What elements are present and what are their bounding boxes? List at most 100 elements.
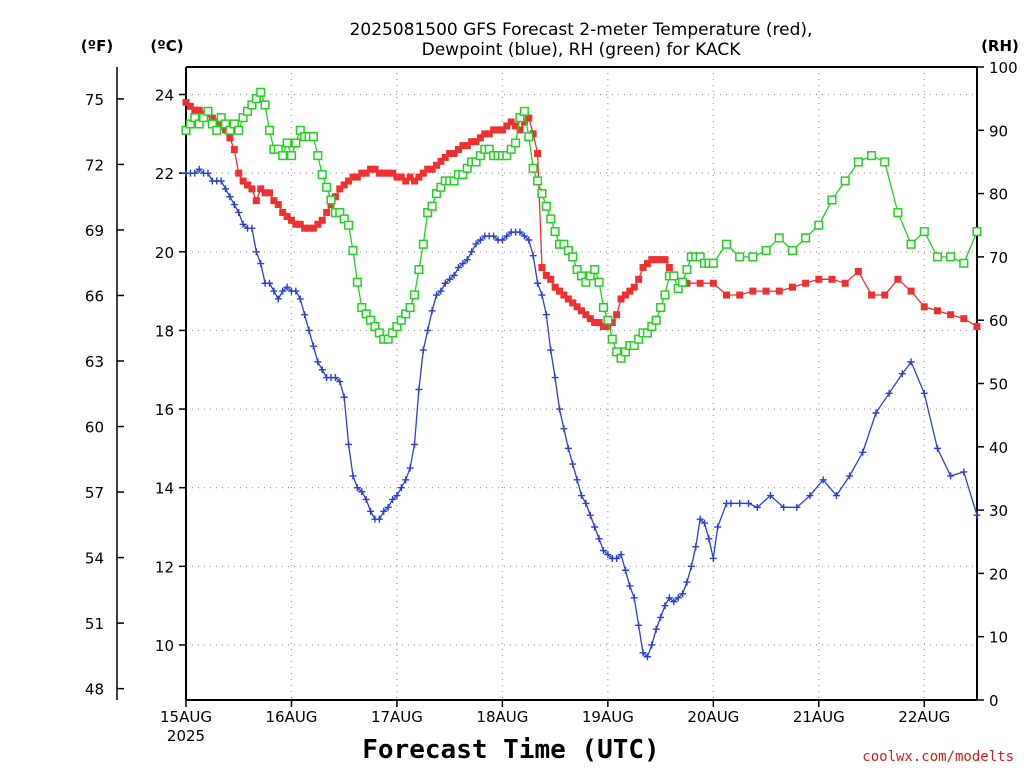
dewpoint-point bbox=[665, 594, 673, 602]
dewpoint-point bbox=[226, 193, 234, 201]
rh-point bbox=[322, 182, 332, 192]
rh-point bbox=[537, 189, 547, 199]
x-tick-label: 22AUG bbox=[898, 708, 950, 726]
fahrenheit-unit-label: (ºF) bbox=[81, 37, 113, 55]
dewpoint-point bbox=[793, 503, 801, 511]
rh-point bbox=[893, 208, 903, 218]
temperature-point bbox=[788, 283, 796, 291]
rh-point bbox=[946, 252, 956, 262]
dewpoint-point bbox=[578, 492, 585, 500]
dewpoint-point bbox=[397, 484, 405, 492]
x-tick-label: 17AUG bbox=[371, 708, 423, 726]
dewpoint-point bbox=[947, 472, 955, 480]
dewpoint-point bbox=[679, 590, 687, 598]
temperature-point bbox=[560, 291, 568, 299]
dewpoint-point bbox=[630, 594, 638, 602]
temperature-point bbox=[279, 208, 287, 216]
rh-point bbox=[735, 252, 745, 262]
rh-tick-label: 50 bbox=[989, 376, 1008, 394]
fahrenheit-tick-label: 60 bbox=[85, 419, 104, 437]
temperature-point bbox=[626, 287, 634, 295]
dewpoint-point bbox=[345, 440, 353, 448]
rh-point bbox=[286, 151, 297, 161]
temperature-point bbox=[665, 264, 673, 272]
dewpoint-point bbox=[872, 409, 880, 417]
fahrenheit-tick-label: 57 bbox=[85, 484, 104, 502]
temperature-point bbox=[599, 322, 607, 330]
temperature-point bbox=[815, 275, 823, 283]
rh-point bbox=[203, 106, 213, 116]
dewpoint-point bbox=[648, 641, 656, 649]
temperature-point bbox=[481, 130, 489, 138]
dewpoint-point bbox=[296, 295, 304, 303]
chart-title-line-1: 2025081500 GFS Forecast 2-meter Temperat… bbox=[350, 20, 813, 40]
dewpoint-point bbox=[643, 653, 651, 661]
rh-point bbox=[598, 302, 609, 313]
dewpoint-point bbox=[301, 311, 309, 319]
dewpoint-point bbox=[617, 551, 625, 559]
temperature-point bbox=[248, 185, 256, 193]
temperature-point bbox=[485, 130, 493, 138]
rh-point bbox=[682, 265, 692, 275]
temperature-point bbox=[345, 177, 353, 185]
temperature-point bbox=[367, 165, 375, 173]
dewpoint-point bbox=[832, 492, 840, 500]
temperature-point bbox=[327, 201, 335, 209]
rh-point bbox=[721, 239, 732, 249]
dewpoint-point bbox=[336, 378, 344, 386]
temperature-point bbox=[661, 256, 669, 264]
temperature-point bbox=[380, 169, 388, 177]
dewpoint-point bbox=[217, 177, 225, 185]
temperature-point bbox=[736, 291, 744, 299]
temperature-point bbox=[516, 126, 524, 134]
dewpoint-point bbox=[525, 236, 533, 244]
temperature-point bbox=[318, 216, 326, 224]
dewpoint-point bbox=[432, 291, 440, 299]
rh-point bbox=[519, 106, 529, 116]
fahrenheit-tick-label: 51 bbox=[85, 615, 104, 633]
fahrenheit-tick-label: 63 bbox=[85, 353, 104, 371]
dewpoint-point bbox=[635, 621, 643, 629]
temperature-point bbox=[960, 315, 968, 323]
temperature-point bbox=[252, 197, 260, 205]
rh-point bbox=[678, 277, 688, 287]
temperature-point bbox=[595, 319, 603, 327]
rh-point bbox=[853, 157, 863, 167]
temperature-point bbox=[503, 122, 511, 130]
fahrenheit-tick-label: 69 bbox=[85, 222, 104, 240]
temperature-point bbox=[947, 311, 955, 319]
temperature-point bbox=[868, 291, 876, 299]
rh-point bbox=[348, 246, 358, 256]
rh-tick-label: 30 bbox=[989, 502, 1008, 520]
temperature-point bbox=[432, 161, 440, 169]
temperature-point bbox=[305, 224, 313, 232]
rh-point bbox=[774, 233, 784, 243]
dewpoint-point bbox=[744, 499, 752, 507]
x-tick-label: 16AUG bbox=[265, 708, 317, 726]
x-tick-label: 20AUG bbox=[687, 708, 739, 726]
rh-point bbox=[282, 138, 292, 148]
temperature-point bbox=[507, 118, 515, 126]
celsius-tick-label: 24 bbox=[155, 87, 174, 105]
rh-point bbox=[278, 151, 288, 161]
dewpoint-point bbox=[573, 476, 581, 484]
rh-point bbox=[264, 125, 275, 135]
rh-point bbox=[344, 220, 354, 230]
dewpoint-point bbox=[534, 279, 542, 287]
rh-point bbox=[607, 334, 617, 344]
x-tick-label: 21AUG bbox=[793, 708, 845, 726]
rh-point bbox=[801, 233, 811, 243]
temperature-point bbox=[547, 275, 555, 283]
celsius-tick-label: 14 bbox=[155, 480, 174, 498]
rh-point bbox=[409, 290, 420, 300]
temperature-point bbox=[375, 169, 383, 177]
rh-tick-label: 90 bbox=[989, 122, 1008, 140]
dewpoint-point bbox=[626, 582, 634, 590]
temperature-point bbox=[468, 138, 476, 146]
rh-point bbox=[814, 220, 824, 230]
rh-point bbox=[352, 277, 362, 287]
dewpoint-point bbox=[454, 264, 462, 272]
dewpoint-point bbox=[406, 464, 414, 472]
rh-point bbox=[827, 195, 837, 205]
temperature-point bbox=[265, 189, 273, 197]
